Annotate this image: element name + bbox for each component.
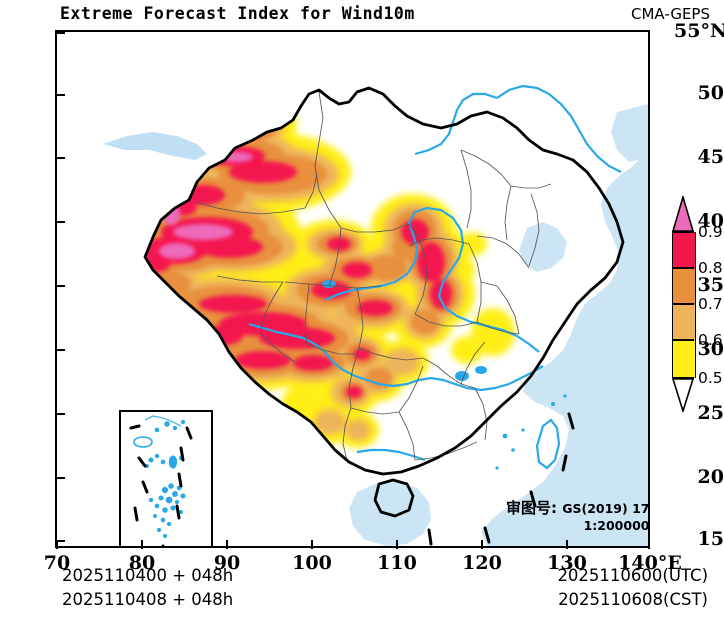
y-tick-label: 20 [697, 466, 724, 488]
y-tick-label: 30 [697, 338, 724, 360]
efi-band-0.9 [159, 152, 253, 259]
x-tick [396, 540, 398, 549]
x-tick [141, 540, 143, 549]
colorbar-tick-label: 0.7 [698, 295, 723, 313]
inset-map-south-china-sea: 1:40000000 [119, 410, 213, 546]
y-tick-label: 45 [697, 146, 724, 168]
credit-gs-number: GS(2019) 1786 [562, 501, 650, 516]
colorbar-band-0.8 [672, 268, 696, 304]
inset-map-svg [121, 412, 211, 546]
model-label: CMA-GEPS [631, 5, 710, 23]
y-tick [57, 32, 65, 34]
map-approval-credit: 审图号: GS(2019) 1786 1:20000000 [506, 498, 650, 535]
credit-cn-label: 审图号: [506, 499, 557, 517]
footer-init-time-cst: 2025110408 + 048h [62, 590, 234, 609]
credit-line1: 审图号: GS(2019) 1786 [506, 498, 650, 518]
footer-valid-time-utc: 2025110600(UTC) [557, 566, 708, 585]
credit-scale: 1:20000000 [583, 518, 650, 534]
x-tick [56, 540, 58, 549]
national-border [143, 86, 625, 518]
y-tick [57, 157, 65, 159]
colorbar-top-arrow [672, 196, 694, 232]
x-tick [226, 540, 228, 549]
taiwan-and-dash-line [427, 412, 575, 546]
x-tick-label: 110 [377, 552, 417, 574]
colorbar-legend: 0.9 0.8 0.7 0.6 0.5 [664, 196, 723, 412]
china-efi-map [57, 32, 648, 546]
x-tick-label: 100 [292, 552, 332, 574]
colorbar-bottom-arrow [672, 378, 694, 412]
islets [495, 394, 567, 470]
y-tick [57, 540, 65, 542]
colorbar-tick-label: 0.9 [698, 223, 723, 241]
x-tick-label: 80 [128, 552, 156, 574]
colorbar-band-0.7 [672, 304, 696, 340]
y-tick-label: 35 [697, 274, 724, 296]
colorbar-band-0.6 [672, 340, 696, 378]
x-tick [481, 540, 483, 549]
footer-init-time-utc: 2025110400 + 048h [62, 566, 234, 585]
y-tick [57, 221, 65, 223]
y-tick-label: 50 [697, 82, 724, 104]
y-tick [57, 413, 65, 415]
x-tick-label: 130 [547, 552, 587, 574]
page-title: Extreme Forecast Index for Wind10m [60, 4, 415, 23]
footer-valid-time-cst: 2025110608(CST) [558, 590, 708, 609]
y-tick [57, 349, 65, 351]
y-tick [57, 285, 65, 287]
x-tick [648, 540, 650, 549]
y-tick [57, 94, 65, 96]
y-tick-label: 15 [697, 528, 724, 550]
colorbar-tick-label: 0.6 [698, 331, 723, 349]
x-tick [566, 540, 568, 549]
colorbar-tick-label: 0.5 [698, 369, 723, 387]
colorbar-tick-label: 0.8 [698, 259, 723, 277]
province-boundaries [194, 91, 552, 461]
map-plot-area: 1:40000000 审图号: GS(2019) 1786 1:20000000 [55, 30, 650, 548]
colorbar-band-0.9 [672, 232, 696, 268]
x-tick-label: 70 [43, 552, 71, 574]
x-tick-label: 90 [213, 552, 241, 574]
x-tick-label: 140°E [618, 552, 682, 574]
x-tick-label: 120 [462, 552, 502, 574]
x-tick [311, 540, 313, 549]
y-tick-label: 40 [697, 210, 724, 232]
y-tick-label: 55°N [674, 20, 724, 42]
y-tick [57, 477, 65, 479]
y-tick-label: 25 [697, 402, 724, 424]
